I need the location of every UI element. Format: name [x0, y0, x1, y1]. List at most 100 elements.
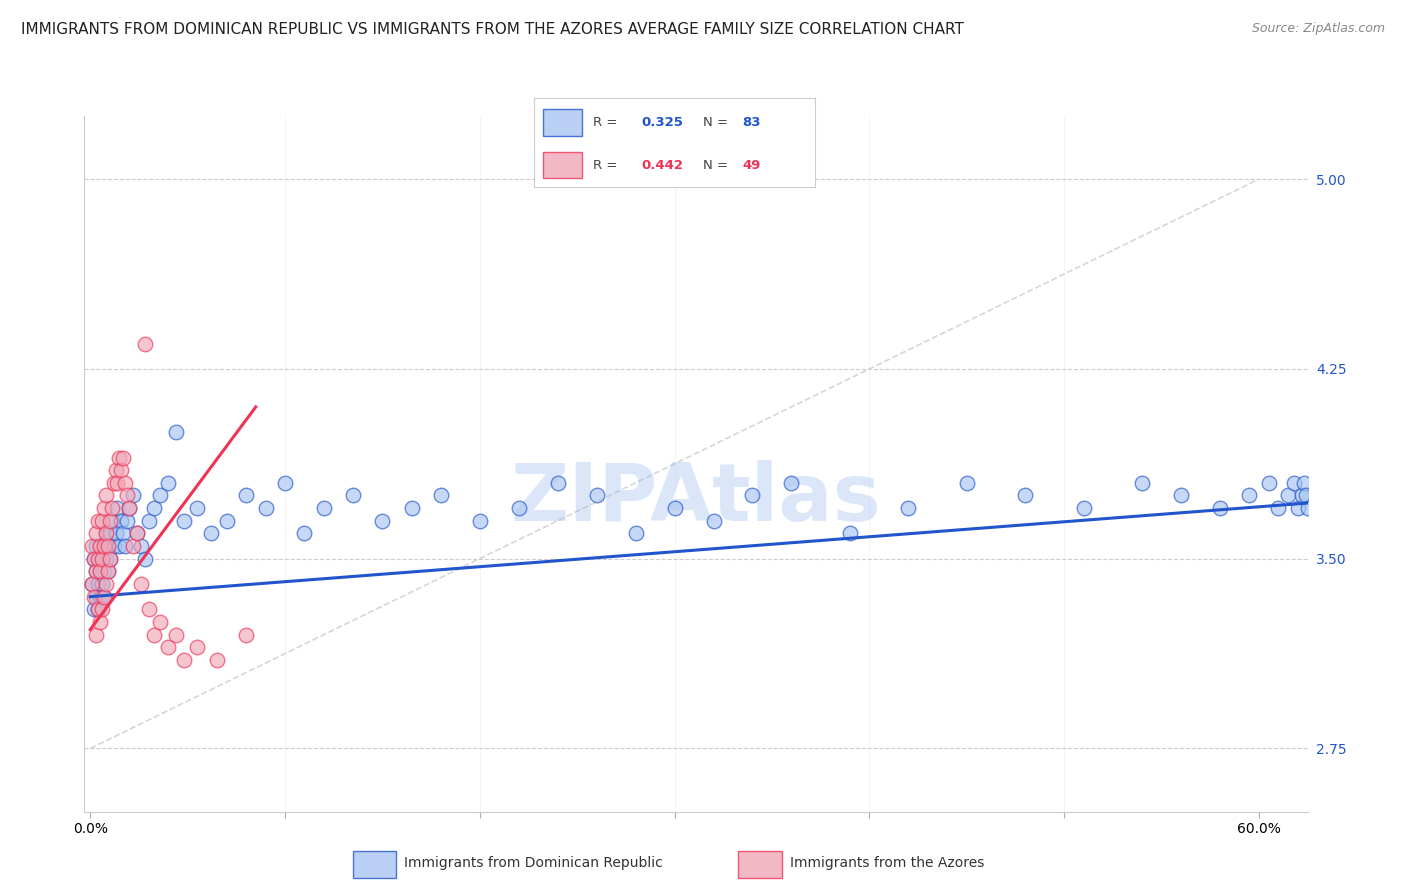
- Point: [87, 602, 110, 616]
- Point: [84, 565, 107, 579]
- Point: [149, 615, 172, 629]
- Point: [108, 539, 131, 553]
- Point: [97, 565, 120, 579]
- Point: [741, 488, 763, 502]
- Text: ZIPAtlas: ZIPAtlas: [510, 459, 882, 538]
- Point: [1073, 501, 1095, 516]
- Point: [371, 514, 394, 528]
- Point: [205, 653, 228, 667]
- Point: [107, 475, 129, 490]
- Point: [186, 640, 208, 655]
- Point: [90, 551, 112, 566]
- Text: R =: R =: [593, 116, 621, 128]
- Point: [83, 551, 105, 566]
- Point: [94, 577, 117, 591]
- Point: [138, 602, 160, 616]
- Point: [108, 450, 131, 465]
- Point: [585, 488, 607, 502]
- Point: [83, 551, 105, 566]
- Text: Immigrants from the Azores: Immigrants from the Azores: [790, 856, 984, 870]
- Point: [87, 514, 110, 528]
- Point: [1282, 475, 1305, 490]
- Point: [94, 551, 117, 566]
- Point: [94, 526, 117, 541]
- Point: [90, 602, 112, 616]
- Point: [103, 475, 125, 490]
- Point: [87, 551, 110, 566]
- Point: [1295, 488, 1317, 502]
- Point: [149, 488, 172, 502]
- Point: [90, 590, 112, 604]
- Point: [1130, 475, 1153, 490]
- Point: [98, 551, 121, 566]
- Point: [1170, 488, 1192, 502]
- Point: [82, 539, 104, 553]
- Point: [165, 627, 187, 641]
- Point: [1267, 501, 1289, 516]
- Point: [89, 590, 111, 604]
- Point: [143, 501, 166, 516]
- Point: [94, 526, 117, 541]
- Point: [82, 577, 104, 591]
- Point: [93, 539, 115, 553]
- Point: [122, 488, 145, 502]
- Point: [1257, 475, 1279, 490]
- Point: [93, 565, 115, 579]
- Point: [547, 475, 569, 490]
- Point: [1014, 488, 1036, 502]
- Point: [104, 526, 127, 541]
- Text: 49: 49: [742, 159, 761, 171]
- Point: [93, 501, 115, 516]
- Point: [97, 539, 120, 553]
- Point: [87, 551, 110, 566]
- Point: [165, 425, 187, 440]
- Point: [1296, 501, 1319, 516]
- Point: [110, 514, 132, 528]
- Point: [508, 501, 530, 516]
- Point: [89, 539, 111, 553]
- Text: IMMIGRANTS FROM DOMINICAN REPUBLIC VS IMMIGRANTS FROM THE AZORES AVERAGE FAMILY : IMMIGRANTS FROM DOMINICAN REPUBLIC VS IM…: [21, 22, 965, 37]
- Point: [100, 514, 122, 528]
- Point: [125, 526, 148, 541]
- Point: [89, 565, 111, 579]
- Point: [87, 602, 110, 616]
- Point: [84, 526, 107, 541]
- Point: [97, 539, 120, 553]
- Text: N =: N =: [703, 116, 733, 128]
- Point: [82, 577, 104, 591]
- Text: R =: R =: [593, 159, 621, 171]
- Point: [115, 488, 138, 502]
- Point: [173, 514, 195, 528]
- Bar: [543, 109, 582, 136]
- Point: [956, 475, 979, 490]
- Point: [274, 475, 297, 490]
- Point: [97, 565, 120, 579]
- Point: [200, 526, 222, 541]
- Point: [93, 590, 115, 604]
- Point: [118, 501, 141, 516]
- Text: Source: ZipAtlas.com: Source: ZipAtlas.com: [1251, 22, 1385, 36]
- Point: [1291, 488, 1313, 502]
- Point: [100, 501, 122, 516]
- Point: [215, 514, 238, 528]
- Point: [312, 501, 335, 516]
- Point: [122, 539, 145, 553]
- Point: [468, 514, 491, 528]
- Point: [624, 526, 647, 541]
- Point: [157, 475, 180, 490]
- Point: [138, 514, 160, 528]
- Point: [1209, 501, 1232, 516]
- Point: [430, 488, 453, 502]
- Point: [143, 627, 166, 641]
- Point: [186, 501, 208, 516]
- Point: [235, 627, 257, 641]
- Point: [129, 577, 152, 591]
- Point: [103, 539, 125, 553]
- Point: [90, 551, 112, 566]
- Point: [702, 514, 724, 528]
- Point: [90, 577, 112, 591]
- Text: 0.325: 0.325: [641, 116, 683, 128]
- Point: [84, 539, 107, 553]
- Point: [94, 488, 117, 502]
- Point: [89, 615, 111, 629]
